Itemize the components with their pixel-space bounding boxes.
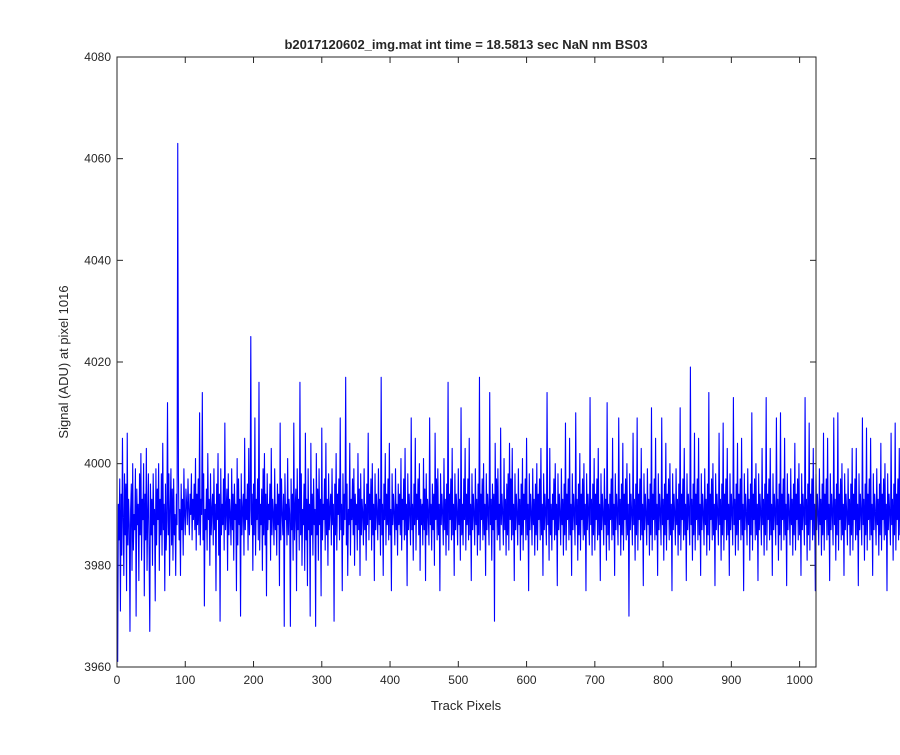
x-tick-label: 0: [114, 673, 121, 687]
tick-labels: 0 100 200 300 400 500 600 700 800 900 1000 3960 3980…: [84, 50, 813, 687]
y-tick-label: 4000: [84, 457, 111, 471]
x-tick-label: 100: [175, 673, 195, 687]
x-tick-label: 500: [448, 673, 468, 687]
x-tick-label: 800: [653, 673, 673, 687]
x-tick-label: 700: [585, 673, 605, 687]
plot-area-frame: [116, 56, 817, 668]
x-axis-label: Track Pixels: [431, 698, 502, 713]
x-tick-label: 300: [312, 673, 332, 687]
chart-title: b2017120602_img.mat int time = 18.5813 s…: [284, 37, 647, 52]
x-tick-label: 1000: [786, 673, 813, 687]
x-tick-label: 200: [244, 673, 264, 687]
series-line: [117, 142, 900, 662]
y-tick-label: 3980: [84, 558, 111, 572]
y-tick-label: 4020: [84, 355, 111, 369]
y-tick-label: 4060: [84, 152, 111, 166]
y-tick-label: 4040: [84, 253, 111, 267]
x-tick-label: 900: [721, 673, 741, 687]
x-tick-label: 400: [380, 673, 400, 687]
series-layer: [117, 142, 900, 662]
y-tick-label: 3960: [84, 660, 111, 674]
x-tick-label: 600: [517, 673, 537, 687]
y-tick-label: 4080: [84, 50, 111, 64]
y-axis-label: Signal (ADU) at pixel 1016: [56, 285, 71, 438]
